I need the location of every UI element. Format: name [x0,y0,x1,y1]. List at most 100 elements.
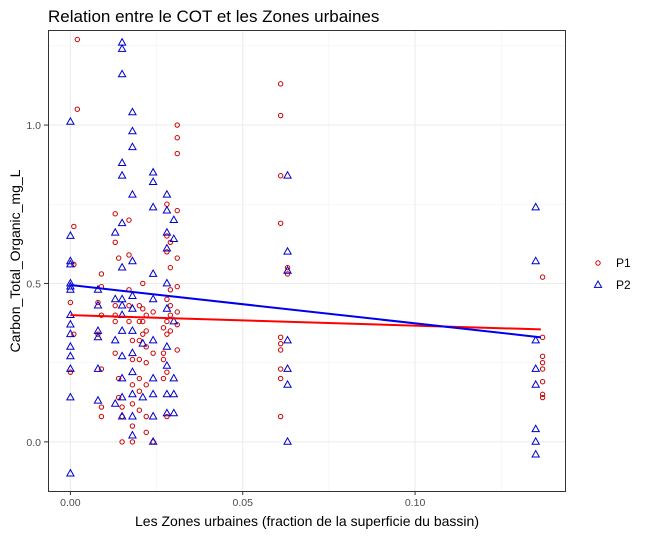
data-point-p1 [140,331,146,337]
data-point-p2 [531,335,541,344]
data-point-p2 [65,351,75,360]
data-point-p1 [136,302,143,309]
data-point-p1 [284,264,291,271]
data-point-p1 [136,375,143,382]
data-point-p2 [93,332,103,341]
data-point-p2 [117,300,127,309]
data-point-p1 [277,220,284,226]
trend-line-p2 [70,284,541,339]
data-point-p2 [127,291,137,300]
series-p1-points [67,36,546,445]
data-point-p1 [160,325,167,331]
data-point-p2 [117,351,127,360]
y-axis-label: Carbon_Total_Organic_mg_L [7,169,23,352]
data-point-p2 [531,379,541,388]
data-point-p1 [126,217,132,223]
data-point-p2 [65,259,75,268]
data-point-p2 [169,215,179,224]
data-point-p2 [65,363,75,372]
data-point-p2 [110,335,120,344]
data-point-p2 [65,256,75,265]
data-point-p1 [143,429,149,436]
data-point-p1 [277,413,284,420]
data-point-p2 [162,408,172,417]
legend-label-p2: P2 [616,278,631,292]
data-point-p2 [283,246,292,255]
legend: P1 P2 [593,256,631,292]
data-point-p1 [174,207,180,214]
data-point-p1 [112,302,118,309]
data-point-p1 [74,106,80,112]
data-point-p1 [143,413,149,420]
data-point-p1 [150,350,156,356]
data-point-p2 [117,325,127,334]
data-point-p2 [148,177,158,185]
data-point-p2 [283,436,292,445]
data-point-p2 [283,363,292,372]
data-point-p1 [143,359,149,366]
data-point-p2 [117,392,127,401]
data-point-p1 [174,347,180,353]
data-point-p2 [148,335,158,344]
data-point-p1 [174,321,180,328]
data-point-p2 [65,284,75,293]
data-point-p1 [277,81,284,87]
data-point-p2 [117,158,127,166]
data-point-p2 [283,170,292,179]
data-point-p1 [119,404,125,410]
data-point-p2 [148,411,158,420]
data-point-p2 [127,411,137,420]
y-axis: 0.0 0.5 1.0 [26,120,48,449]
data-point-p1 [539,378,546,385]
data-point-p1 [174,255,180,261]
data-point-p2 [127,142,137,151]
data-point-p2 [169,373,179,382]
data-point-p2 [127,325,137,334]
data-point-p1 [74,36,80,43]
data-point-p2 [117,218,127,227]
data-point-p1 [115,255,122,261]
data-point-p2 [127,189,137,198]
data-point-p1 [143,382,149,388]
data-point-p1 [136,388,143,394]
data-point-p1 [164,318,170,325]
data-point-p1 [174,122,180,128]
data-point-p1 [167,239,174,245]
data-point-p2 [148,294,158,303]
legend-marker-p1 [595,260,601,266]
data-point-p2 [93,363,103,372]
data-point-p1 [277,366,284,372]
data-point-p2 [283,379,292,388]
data-point-p2 [110,294,120,303]
x-tick-label: 0.10 [405,497,426,509]
data-point-p1 [167,328,174,334]
data-point-p1 [160,350,167,356]
legend-marker-p2 [593,279,603,288]
trend-line-p1 [70,314,541,331]
data-point-p2 [162,189,172,198]
data-point-p1 [136,407,143,413]
data-point-p2 [138,392,148,401]
data-point-p1 [150,309,156,315]
data-point-p2 [162,341,172,350]
data-point-p1 [277,347,284,353]
data-point-p2 [162,243,172,252]
data-point-p1 [167,287,174,293]
data-point-p2 [117,373,127,382]
data-point-p1 [98,271,105,277]
data-point-p2 [65,392,75,401]
data-point-p1 [129,356,136,363]
y-tick-label: 0.5 [26,278,41,290]
data-point-p1 [67,299,74,306]
data-point-p2 [65,319,75,328]
y-tick-label: 0.0 [26,437,41,449]
data-point-p1 [140,318,146,325]
data-point-p2 [283,265,292,274]
x-axis: 0.00 0.05 0.10 [60,491,425,509]
data-point-p1 [164,233,170,239]
data-point-p2 [117,170,127,179]
data-point-p2 [65,468,75,477]
data-point-p1 [143,344,149,350]
data-points [65,36,546,477]
trend-lines [70,284,541,339]
